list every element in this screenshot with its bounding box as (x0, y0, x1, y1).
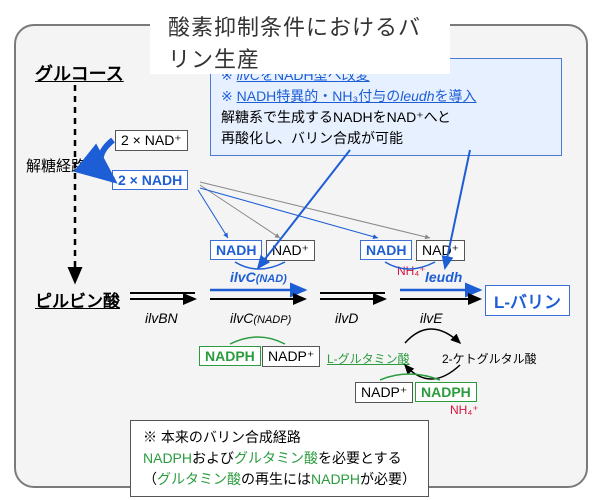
label-ilvD: ilvD (335, 310, 358, 326)
n2b: NADH特異的・NH₃付与の (237, 88, 401, 104)
label-pyruvate: ピルビン酸 (35, 287, 120, 312)
label-nh4-top: NH₄⁺ (397, 264, 426, 278)
bb2c: グルタミン酸 (234, 450, 318, 466)
label-ilvC-nadp: ilvC(NADP) (230, 310, 291, 326)
n2a: ※ (221, 88, 237, 104)
panel-title: 酸素抑制条件におけるバリン生産 (150, 10, 450, 74)
box-nad-1: NAD⁺ (266, 240, 315, 261)
bb-line3: （グルタミン酸の再生にはNADPHが必要） (143, 469, 416, 490)
label-ilvE: ilvE (420, 310, 443, 326)
box-nadh-1: NADH (210, 240, 262, 260)
box-nad-2: NAD⁺ (416, 240, 465, 261)
label-ilvBN: ilvBN (145, 310, 178, 326)
bb3a: （ (143, 471, 157, 487)
bb3d: NADPH (311, 471, 360, 487)
box-nadph-2: NADPH (415, 382, 477, 402)
box-valine: L-バリン (485, 285, 570, 316)
ilvc-nad-name: ilvC (230, 269, 256, 285)
n2c: leudh (400, 88, 434, 104)
bb-line1: ※ 本来のバリン合成経路 (143, 427, 416, 448)
ilvc-nadp-sub: (NADP) (253, 314, 291, 326)
bb-line2: NADPHおよびグルタミン酸を必要とする (143, 448, 416, 469)
ilvc-nad-sub: (NAD) (256, 273, 287, 285)
bb2b: および (192, 450, 234, 466)
box-2nad: 2 × NAD⁺ (115, 130, 188, 151)
ilvc-nadp-name: ilvC (230, 310, 253, 326)
label-nh4-bottom: NH₄⁺ (450, 403, 479, 417)
bb3c: の再生には (241, 471, 311, 487)
label-glucose: グルコース (35, 60, 124, 86)
box-nadp-1: NADP⁺ (262, 346, 320, 367)
label-oxoglutarate: 2-ケトグルタル酸 (442, 350, 537, 367)
bb3e: が必要） (360, 471, 416, 487)
box-nadph-1: NADPH (199, 346, 261, 366)
box-nadp-2: NADP⁺ (355, 382, 413, 403)
bb3b: グルタミン酸 (157, 471, 241, 487)
label-ilvC-nad: ilvC(NAD) (230, 269, 287, 285)
box-2nadh: 2 × NADH (112, 170, 188, 190)
note-line2: ※ NADH特異的・NH₃付与のleudhを導入 (221, 86, 551, 107)
box-nadh-2: NADH (360, 240, 412, 260)
bb2d: を必要とする (318, 450, 402, 466)
n2d: を導入 (434, 88, 476, 104)
bottom-box: ※ 本来のバリン合成経路 NADPHおよびグルタミン酸を必要とする （グルタミン… (130, 420, 429, 497)
note-line3: 解糖系で生成するNADHをNAD⁺へと (221, 107, 551, 128)
bb2a: NADPH (143, 450, 192, 466)
label-glutamate: L-グルタミン酸 (327, 350, 410, 367)
label-glycolysis: 解糖経路 (26, 155, 86, 176)
label-leudh: leudh (425, 269, 462, 285)
note-line4: 再酸化し、バリン合成が可能 (221, 128, 551, 149)
